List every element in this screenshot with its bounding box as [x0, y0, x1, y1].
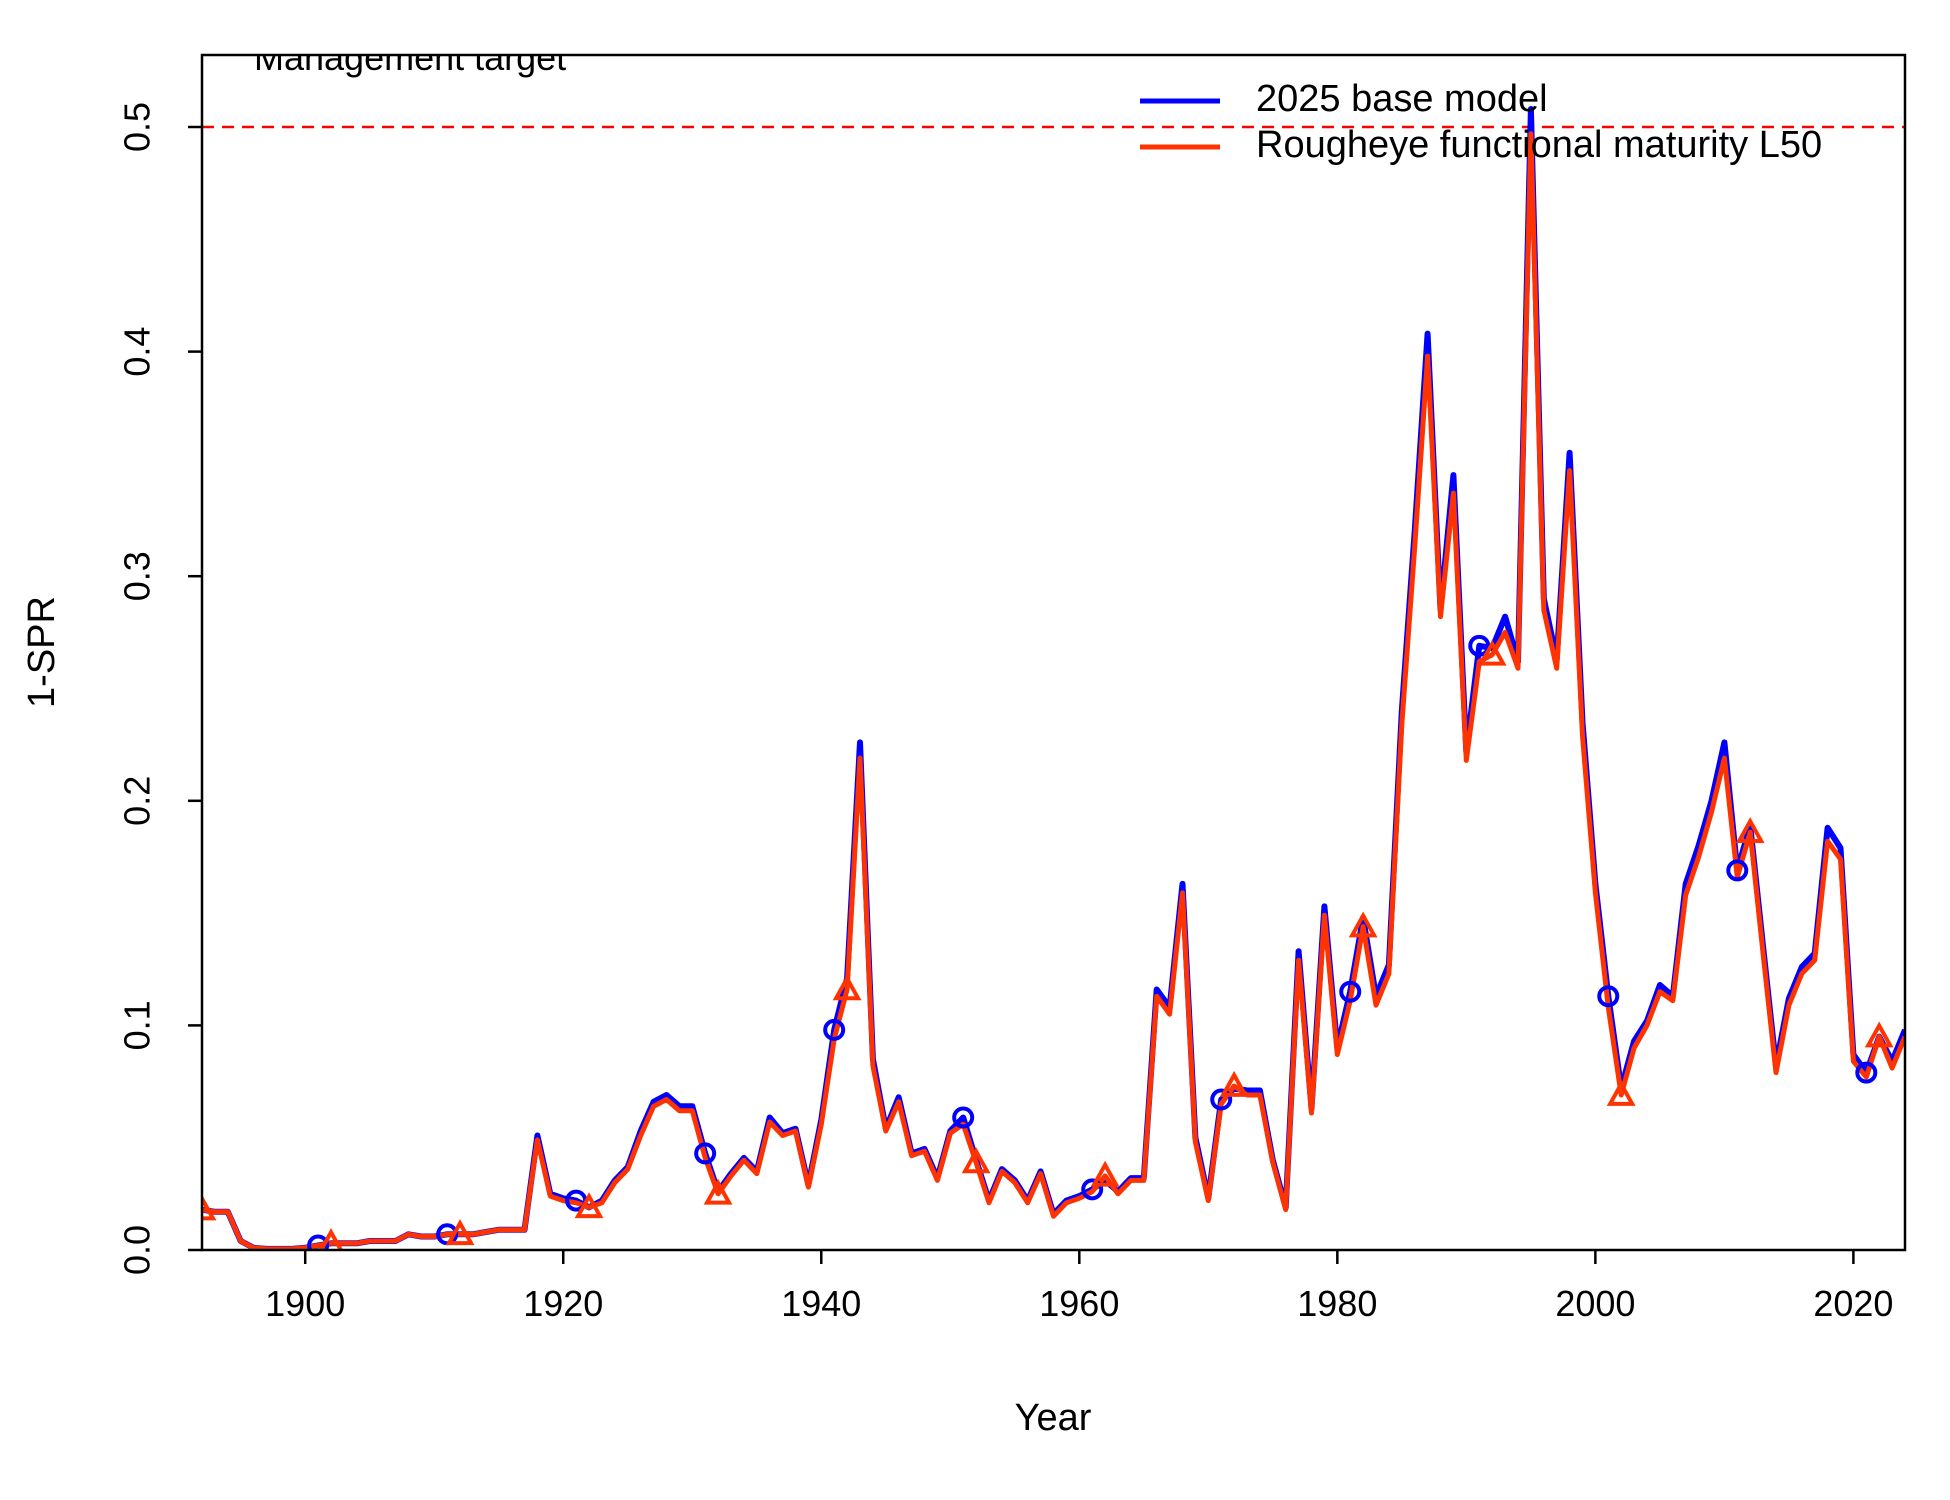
series-point-1: [318, 1228, 344, 1250]
series-point-1: [832, 974, 862, 1001]
series-point-1: [1090, 1160, 1120, 1187]
series-point-1: [1477, 639, 1507, 666]
series-point-0: [1855, 1061, 1878, 1084]
y-tick-label: 0.2: [117, 776, 158, 826]
x-tick-label: 2000: [1555, 1283, 1635, 1324]
y-tick-label: 0.5: [117, 102, 158, 152]
series-point-0: [307, 1234, 330, 1250]
series-point-0: [823, 1018, 846, 1041]
series-point-0: [1081, 1178, 1104, 1201]
x-axis: 1900 1920 1940 1960 1980 2000 2020: [265, 1250, 1893, 1324]
series-point-1: [1735, 817, 1765, 844]
plot-frame: [200, 53, 1907, 1252]
series-point-1: [1348, 911, 1378, 938]
legend-label-base-model: 2025 base model: [1256, 78, 1548, 120]
series-point-0: [1468, 634, 1491, 657]
series-line-1: [202, 131, 1905, 1250]
series-point-0: [952, 1106, 975, 1129]
x-tick-label: 1900: [265, 1283, 345, 1324]
y-tick-label: 0.3: [117, 551, 158, 601]
x-tick-label: 2020: [1813, 1283, 1893, 1324]
y-axis: 0.0 0.1 0.2 0.3 0.4 0.5: [117, 102, 202, 1275]
series-point-1: [202, 1194, 217, 1221]
series-layer: [202, 106, 1905, 1250]
series-point-1: [1219, 1070, 1249, 1097]
series-point-0: [1726, 859, 1749, 882]
series-point-0: [1597, 985, 1620, 1008]
y-tick-label: 0.4: [117, 327, 158, 377]
series-point-0: [694, 1142, 717, 1165]
series-point-1: [574, 1192, 604, 1219]
legend-label-functional-maturity: Roughe​ye functional maturity L50: [1256, 124, 1822, 166]
series-point-1: [703, 1178, 733, 1205]
series-point-1: [961, 1147, 991, 1174]
x-tick-label: 1920: [523, 1283, 603, 1324]
series-point-1: [445, 1219, 475, 1246]
legend: 2025 base model Roughe​ye functional mat…: [1140, 78, 1822, 166]
y-tick-label: 0.0: [117, 1225, 158, 1275]
series-point-1: [1606, 1079, 1636, 1106]
x-tick-label: 1980: [1297, 1283, 1377, 1324]
y-tick-label: 0.1: [117, 1000, 158, 1050]
management-target-label: Management target: [254, 37, 566, 78]
x-axis-title: Year: [1015, 1397, 1092, 1439]
y-axis-title: 1-SPR: [21, 596, 63, 708]
series-point-0: [1339, 980, 1362, 1003]
x-tick-label: 1940: [781, 1283, 861, 1324]
series-point-0: [1210, 1088, 1233, 1111]
series-point-1: [1864, 1021, 1894, 1048]
x-tick-label: 1960: [1039, 1283, 1119, 1324]
